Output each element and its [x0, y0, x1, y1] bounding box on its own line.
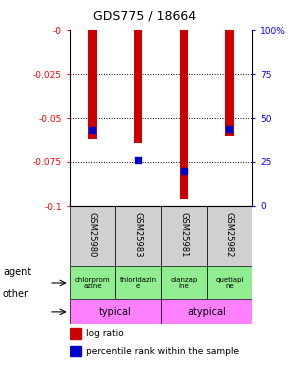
Bar	[161, 267, 206, 300]
Bar	[206, 267, 252, 300]
Bar	[70, 328, 81, 339]
Bar	[70, 267, 115, 300]
Text: GSM25982: GSM25982	[225, 212, 234, 257]
Text: percentile rank within the sample: percentile rank within the sample	[86, 346, 239, 355]
Bar	[88, 30, 97, 139]
Bar	[225, 30, 233, 136]
Point	[90, 128, 95, 134]
Point	[136, 157, 140, 163]
Text: atypical: atypical	[187, 307, 226, 317]
Text: thioridazin
e: thioridazin e	[119, 277, 157, 289]
Bar	[70, 300, 161, 324]
Bar	[206, 206, 252, 267]
Text: chlorprom
azine: chlorprom azine	[75, 277, 110, 289]
Bar	[180, 30, 188, 199]
Text: olanzap
ine: olanzap ine	[170, 277, 197, 289]
Bar	[134, 30, 142, 142]
Bar	[161, 206, 206, 267]
Point	[227, 126, 232, 132]
Text: other: other	[3, 290, 29, 299]
Bar	[115, 206, 161, 267]
Text: GSM25980: GSM25980	[88, 212, 97, 257]
Bar	[70, 206, 115, 267]
Text: typical: typical	[99, 307, 132, 317]
Bar	[70, 346, 81, 356]
Text: GSM25981: GSM25981	[179, 212, 188, 257]
Text: GSM25983: GSM25983	[134, 212, 143, 258]
Text: agent: agent	[3, 267, 31, 277]
Text: quetiapi
ne: quetiapi ne	[215, 277, 244, 289]
Point	[182, 168, 186, 174]
Bar	[115, 267, 161, 300]
Text: GDS775 / 18664: GDS775 / 18664	[93, 9, 197, 22]
Text: log ratio: log ratio	[86, 328, 124, 338]
Bar	[161, 300, 252, 324]
